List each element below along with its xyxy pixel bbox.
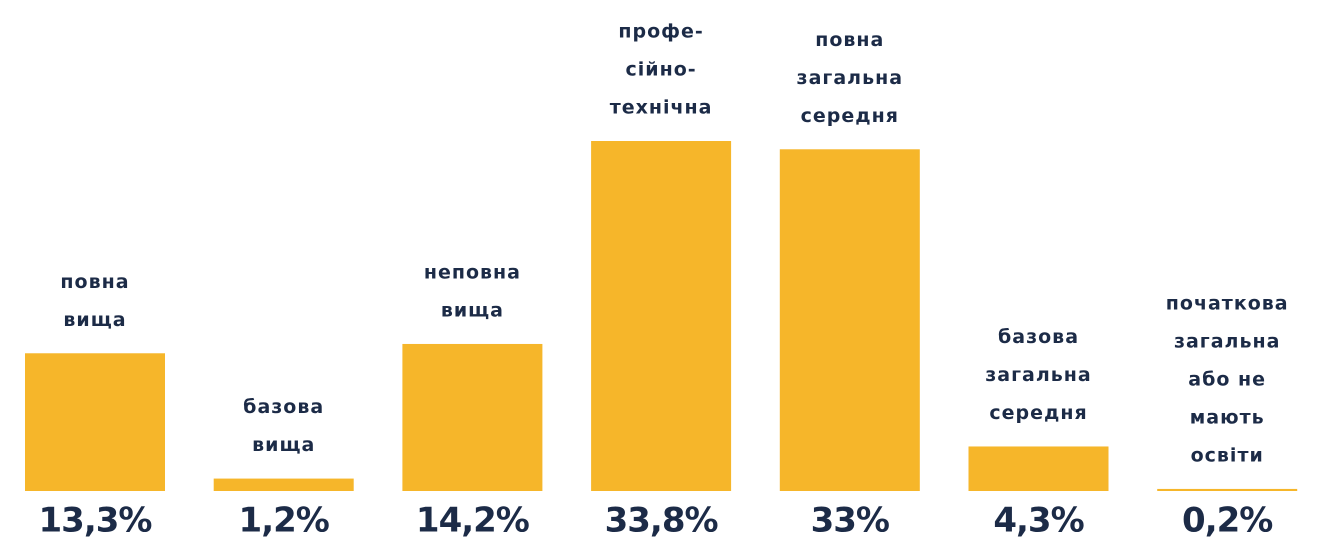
value-label: 33,8% [605,501,718,541]
category-label: середня [801,105,899,127]
category-label: початкова [1166,292,1289,314]
value-label: 4,3% [993,501,1083,541]
category-label: технічна [610,97,713,119]
bar [1157,488,1298,491]
value-label: 13,3% [39,501,152,541]
bar [591,141,732,491]
bar [402,343,543,491]
category-label: мають [1190,406,1265,428]
category-label: загальна [1174,330,1281,352]
value-label: 33% [811,501,889,541]
category-label: загальна [985,364,1092,386]
category-label: загальна [797,67,904,89]
bar [213,478,354,491]
category-label: повна [60,271,129,293]
category-label: базова [243,396,324,418]
category-label: профе- [618,21,703,43]
bar [25,353,165,491]
value-label: 14,2% [416,501,529,541]
bar [779,149,920,491]
category-label: вища [252,434,315,456]
category-label: середня [989,402,1087,424]
value-label: 0,2% [1182,501,1272,541]
category-label: повна [815,29,884,51]
category-label: освіти [1191,444,1264,466]
bar [968,446,1109,491]
category-label: базова [998,326,1079,348]
category-label: неповна [424,261,521,283]
value-label: 1,2% [239,501,329,541]
category-label: вища [441,299,504,321]
category-label: вища [63,309,126,331]
category-label: сійно- [626,59,697,81]
category-label: або не [1188,368,1266,390]
